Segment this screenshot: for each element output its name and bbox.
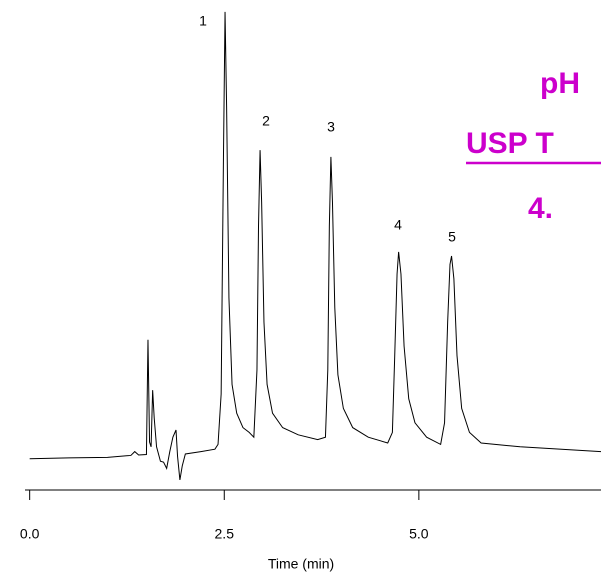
annotation: pH xyxy=(540,67,580,100)
peak-label: 2 xyxy=(262,113,270,129)
annotation: USP T xyxy=(466,127,554,160)
peak-label: 1 xyxy=(199,13,207,29)
x-tick-label: 0.0 xyxy=(20,526,40,542)
x-axis-label: Time (min) xyxy=(268,556,334,572)
x-tick-label: 5.0 xyxy=(409,526,429,542)
peak-label: 5 xyxy=(448,229,456,245)
annotation: 4. xyxy=(528,192,553,225)
peak-label: 4 xyxy=(394,217,402,233)
peak-label: 3 xyxy=(327,119,335,135)
chromatogram-trace xyxy=(29,11,601,481)
x-tick-label: 2.5 xyxy=(215,526,235,542)
